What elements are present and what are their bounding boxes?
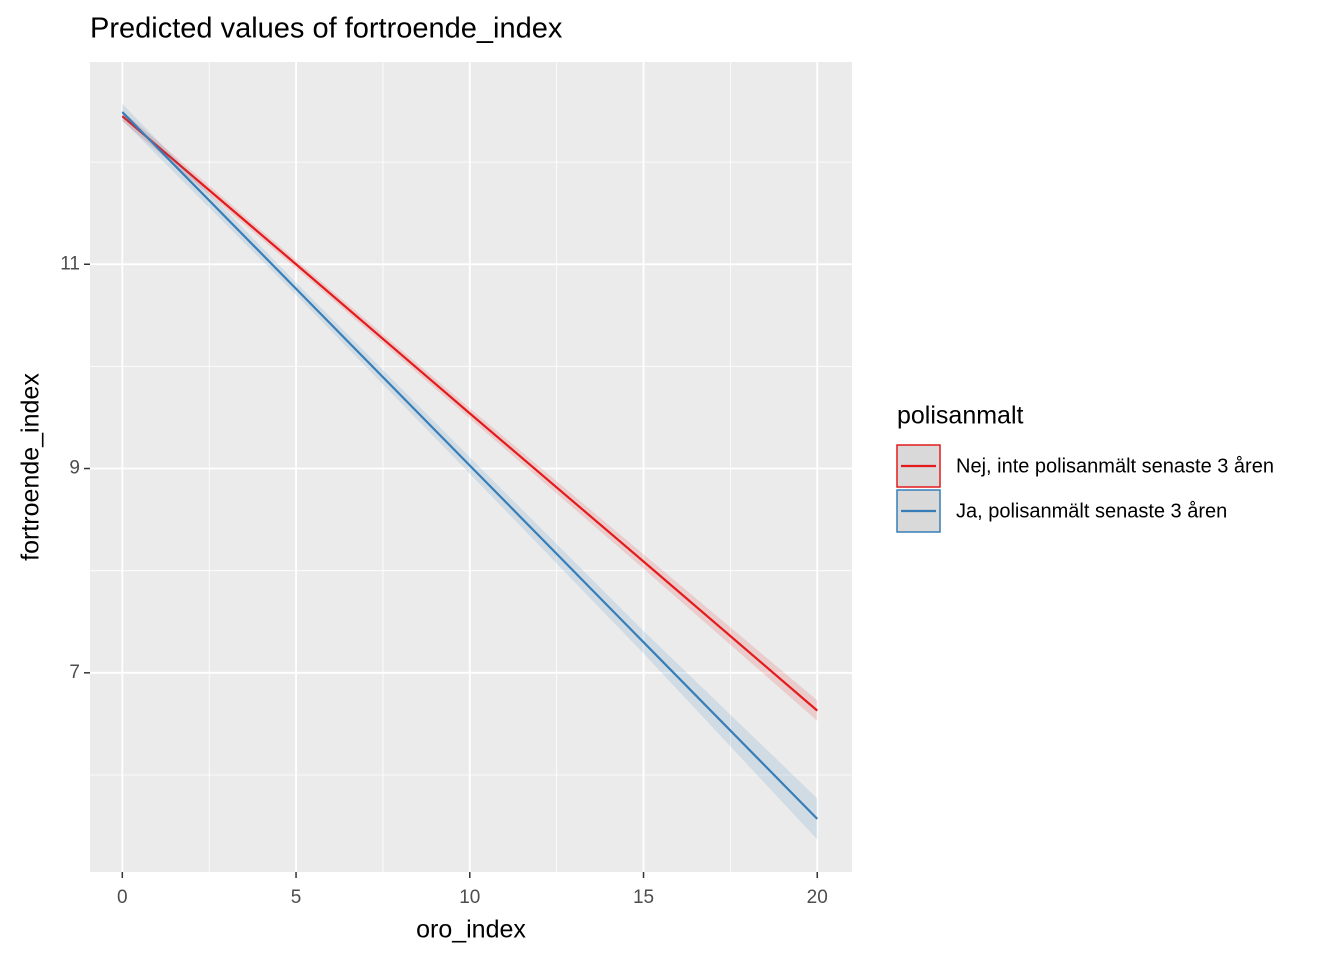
legend-label: Nej, inte polisanmält senaste 3 åren — [956, 455, 1274, 477]
x-tick-label: 0 — [117, 887, 128, 908]
line — [121, 115, 818, 712]
x-tick-label: 5 — [291, 887, 302, 908]
legend-title: polisanmalt — [897, 402, 1024, 430]
line — [121, 111, 819, 820]
legend-label: Ja, polisanmält senaste 3 åren — [956, 500, 1227, 522]
x-tick-label: 10 — [459, 887, 480, 908]
y-tick-label: 11 — [60, 253, 80, 274]
y-tick-label: 9 — [69, 458, 80, 479]
x-tick-label: 15 — [633, 887, 654, 908]
chart-title: Predicted values of fortroende_index — [90, 13, 563, 45]
y-tick-label: 7 — [69, 662, 80, 683]
x-axis-label: oro_index — [416, 916, 526, 944]
y-axis-label: fortroende_index — [17, 373, 45, 561]
x-tick-label: 20 — [807, 887, 828, 908]
